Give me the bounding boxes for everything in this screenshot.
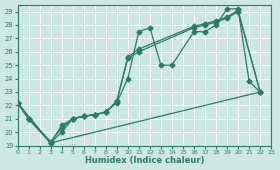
X-axis label: Humidex (Indice chaleur): Humidex (Indice chaleur): [85, 156, 204, 165]
